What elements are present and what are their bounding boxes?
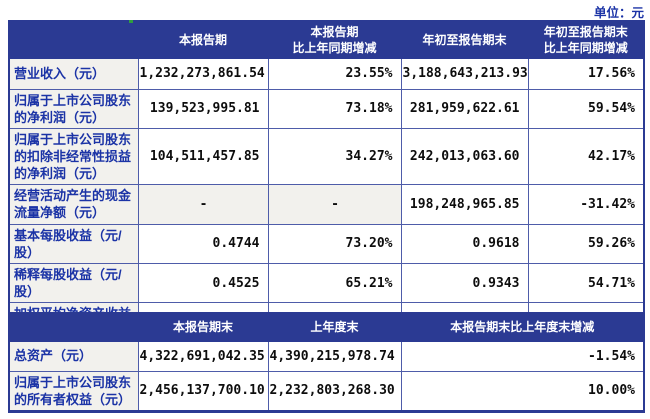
header-text: 年初至报告期末 <box>422 32 507 47</box>
header-current-period-yoy: 本报告期 比上年同期增减 <box>267 20 402 59</box>
table1-header-row: 本报告期 本报告期 比上年同期增减 年初至报告期末 年初至报告期末 比上年同期增… <box>8 20 645 59</box>
value-cell: -1.54% <box>400 340 645 372</box>
table-row: 稀释每股收益（元/股） 0.4525 65.21% 0.9343 54.71% <box>8 262 645 304</box>
header-text-line2: 比上年同期增减 <box>543 40 628 55</box>
value-cell: 23.55% <box>267 57 402 90</box>
value-cell-dash: - <box>137 184 269 225</box>
quarterly-indicators-table: 本报告期 本报告期 比上年同期增减 年初至报告期末 年初至报告期末 比上年同期增… <box>8 20 645 344</box>
metric-label-cell: 稀释每股收益（元/股） <box>8 262 139 304</box>
value-cell: 198,248,965.85 <box>400 184 529 225</box>
value-cell: 59.26% <box>527 223 645 264</box>
header-ytd: 年初至报告期末 <box>400 20 529 59</box>
value-cell: 42.17% <box>527 127 645 186</box>
value-cell: 10.00% <box>400 370 645 412</box>
value-cell: 34.27% <box>267 127 402 186</box>
value-cell: 1,232,273,861.54 <box>137 57 269 90</box>
header-text-line1: 年初至报告期末 <box>543 24 628 39</box>
value-cell: 0.9343 <box>400 262 529 304</box>
value-cell: 54.71% <box>527 262 645 304</box>
value-cell: 59.54% <box>527 88 645 129</box>
table2-header-row: 本报告期末 上年度末 本报告期末比上年度末增减 <box>8 312 645 342</box>
metric-label-cell: 经营活动产生的现金流量净额（元） <box>8 184 139 225</box>
header-empty-cell <box>8 312 139 342</box>
header-current-period: 本报告期 <box>137 20 269 59</box>
value-cell: 2,456,137,700.10 <box>137 370 269 412</box>
value-cell: 4,390,215,978.74 <box>267 340 402 372</box>
metric-label-cell: 归属于上市公司股东的所有者权益（元） <box>8 370 139 412</box>
unit-label: 单位：元 <box>593 6 644 20</box>
value-cell: 242,013,063.60 <box>400 127 529 186</box>
table-row: 基本每股收益（元/股） 0.4744 73.20% 0.9618 59.26% <box>8 223 645 264</box>
value-cell: 2,232,803,268.30 <box>267 370 402 412</box>
value-cell-dash: - <box>267 184 402 225</box>
header-text: 本报告期 <box>178 32 227 47</box>
value-cell: 0.4744 <box>137 223 269 264</box>
header-change-vs-last-year-end: 本报告期末比上年度末增减 <box>400 312 645 342</box>
value-cell: 281,959,622.61 <box>400 88 529 129</box>
table-row: 归属于上市公司股东的所有者权益（元） 2,456,137,700.10 2,23… <box>8 370 645 412</box>
metric-label-cell: 总资产（元） <box>8 340 139 372</box>
value-cell: 65.21% <box>267 262 402 304</box>
header-end-of-last-year: 上年度末 <box>267 312 402 342</box>
green-marker-dot <box>129 20 133 23</box>
value-cell: 0.9618 <box>400 223 529 264</box>
metric-label-cell: 归属于上市公司股东的扣除非经常性损益的净利润（元） <box>8 127 139 186</box>
value-cell: 73.20% <box>267 223 402 264</box>
metric-label-cell: 归属于上市公司股东的净利润（元） <box>8 88 139 129</box>
metric-label-cell: 基本每股收益（元/股） <box>8 223 139 264</box>
value-cell: 139,523,995.81 <box>137 88 269 129</box>
value-cell: 73.18% <box>267 88 402 129</box>
table-row: 归属于上市公司股东的净利润（元） 139,523,995.81 73.18% 2… <box>8 88 645 129</box>
header-text-line1: 本报告期 <box>310 24 359 39</box>
table-row: 营业收入（元） 1,232,273,861.54 23.55% 3,188,64… <box>8 57 645 90</box>
header-empty-cell <box>8 20 139 59</box>
table-row: 经营活动产生的现金流量净额（元） - - 198,248,965.85 -31.… <box>8 184 645 225</box>
table-row: 总资产（元） 4,322,691,042.35 4,390,215,978.74… <box>8 340 645 372</box>
value-cell: 0.4525 <box>137 262 269 304</box>
metric-label-cell: 营业收入（元） <box>8 57 139 90</box>
header-end-of-period: 本报告期末 <box>137 312 269 342</box>
value-cell: 17.56% <box>527 57 645 90</box>
balance-table: 本报告期末 上年度末 本报告期末比上年度末增减 总资产（元） 4,322,691… <box>8 312 645 413</box>
value-cell: -31.42% <box>527 184 645 225</box>
value-cell: 104,511,457.85 <box>137 127 269 186</box>
value-cell: 4,322,691,042.35 <box>137 340 269 372</box>
table-row: 归属于上市公司股东的扣除非经常性损益的净利润（元） 104,511,457.85… <box>8 127 645 186</box>
value-cell: 3,188,643,213.93 <box>400 57 529 90</box>
header-text-line2: 比上年同期增减 <box>292 40 377 55</box>
header-ytd-yoy: 年初至报告期末 比上年同期增减 <box>527 20 645 59</box>
